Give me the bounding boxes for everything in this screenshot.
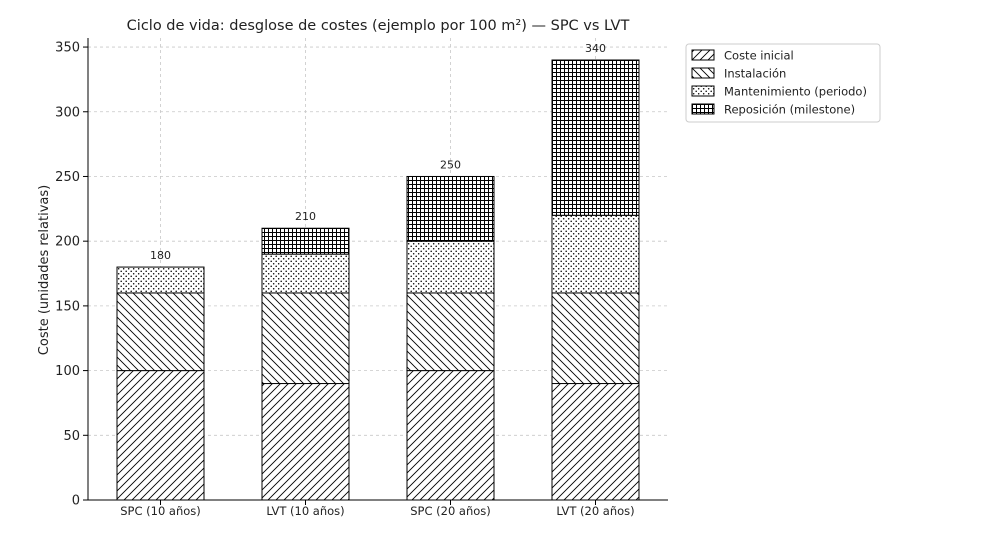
bar-segment-1-cat-2: [261, 383, 350, 501]
y-tick-label: 350: [55, 41, 80, 56]
tick-labels: 0 50 100 150 200 250 300 350 SPC (10 años) LVT (1…: [55, 41, 634, 518]
x-tick-label: SPC (20 años): [410, 504, 491, 518]
legend-swatch: [691, 103, 715, 115]
total-labels: 180 210 250 340: [150, 42, 606, 262]
legend-label: Instalación: [724, 67, 786, 81]
bar-segment-2-cat-1: [116, 292, 205, 372]
bar-segment-4-cat-2: [261, 227, 350, 255]
legend-swatch: [691, 85, 715, 97]
y-axis-label: Coste (unidades relativas): [37, 185, 52, 355]
y-tick-label: 200: [55, 235, 80, 250]
legend: Coste inicial Instalación Mantenimiento (p…: [685, 43, 881, 123]
bar-segment-3-cat-1: [116, 266, 205, 294]
x-tick-label: SPC (10 años): [120, 504, 201, 518]
bar-segment-3-cat-4: [551, 214, 640, 294]
total-label: 210: [295, 210, 316, 223]
bars-group: [116, 59, 640, 501]
total-label: 340: [585, 42, 606, 55]
total-label: 180: [150, 249, 171, 262]
y-tick-label: 50: [63, 429, 80, 444]
bar-segment-3-cat-3: [406, 240, 495, 294]
bar-segment-4-cat-4: [551, 59, 640, 216]
total-label: 250: [440, 158, 461, 171]
x-tick-label: LVT (20 años): [556, 504, 634, 518]
legend-swatch: [691, 49, 715, 61]
chart-title: Ciclo de vida: desglose de costes (ejemp…: [127, 18, 630, 34]
legend-label: Mantenimiento (periodo): [724, 85, 867, 99]
bar-segment-3-cat-2: [261, 253, 350, 294]
legend-label: Reposición (milestone): [724, 103, 855, 117]
legend-label: Coste inicial: [724, 49, 794, 63]
bar-segment-4-cat-3: [406, 175, 495, 242]
bar-segment-1-cat-3: [406, 370, 495, 501]
y-tick-label: 0: [72, 494, 80, 509]
x-tick-label: LVT (10 años): [266, 504, 344, 518]
legend-box: [685, 43, 881, 123]
axes: [87, 38, 668, 501]
bar-segment-1-cat-4: [551, 383, 640, 501]
bar-segment-1-cat-1: [116, 370, 205, 501]
legend-swatch: [691, 67, 715, 79]
bar-segment-2-cat-3: [406, 292, 495, 372]
y-tick-label: 100: [55, 364, 80, 379]
y-tick-label: 150: [55, 299, 80, 314]
y-tick-label: 300: [55, 105, 80, 120]
y-tick-label: 250: [55, 170, 80, 185]
bar-segment-2-cat-4: [551, 292, 640, 385]
bar-segment-2-cat-2: [261, 292, 350, 385]
